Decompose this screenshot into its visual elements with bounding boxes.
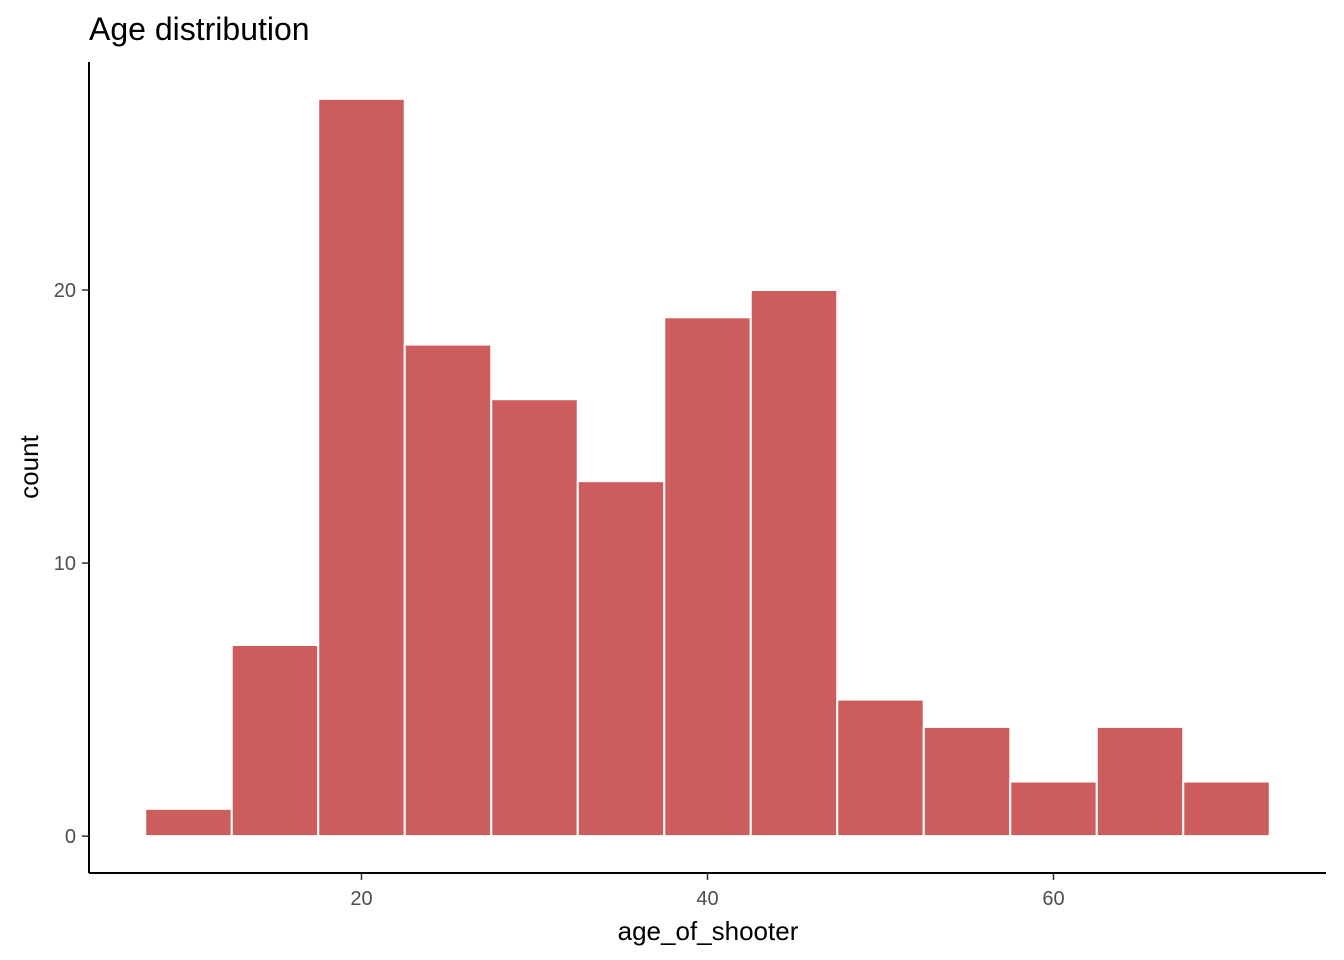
- histogram-bar-1: [230, 643, 320, 838]
- histogram-bar-2: [317, 97, 406, 838]
- y-tick-label: 0: [65, 826, 76, 848]
- y-axis-title: count: [14, 434, 44, 498]
- histogram-bar-7: [749, 289, 839, 838]
- histogram-bar-10: [1009, 780, 1098, 838]
- histogram-bar-11: [1095, 725, 1185, 838]
- x-tick-label: 60: [1042, 888, 1064, 910]
- chart-title: Age distribution: [89, 11, 310, 47]
- histogram-bar-3: [403, 343, 493, 838]
- x-axis-title: age_of_shooter: [618, 916, 799, 946]
- histogram-bar-9: [922, 725, 1012, 838]
- x-tick-label: 40: [696, 888, 718, 910]
- y-ticks-group: 0 10 20: [54, 280, 89, 848]
- y-tick-label: 20: [54, 280, 76, 302]
- histogram-bar-6: [663, 316, 752, 838]
- x-ticks-group: 20 40 60: [350, 873, 1065, 910]
- histogram-bar-5: [576, 480, 666, 838]
- histogram-bar-12: [1182, 780, 1271, 838]
- histogram-bar-4: [490, 398, 579, 838]
- y-tick-label: 10: [54, 553, 76, 575]
- x-tick-label: 20: [350, 888, 372, 910]
- bars-group: [144, 97, 1271, 838]
- histogram-bar-0: [144, 807, 233, 838]
- histogram-bar-8: [836, 698, 925, 838]
